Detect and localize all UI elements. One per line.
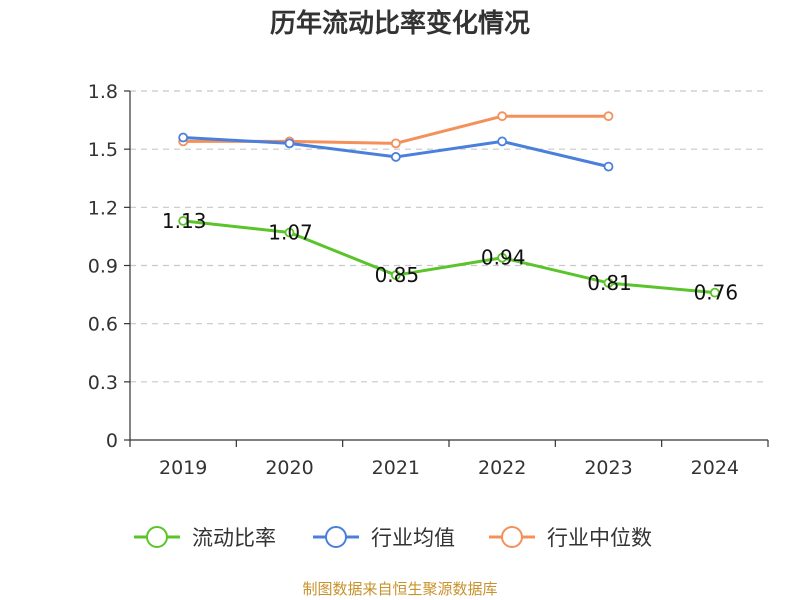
data-point[interactable] <box>497 136 508 147</box>
y-tick-label: 0.3 <box>88 372 118 394</box>
data-label: 0.94 <box>481 246 526 270</box>
legend-marker <box>325 526 347 548</box>
series-line <box>183 219 715 295</box>
legend-label: 流动比率 <box>192 526 276 550</box>
data-point[interactable] <box>390 138 401 149</box>
legend-item[interactable]: 流动比率 <box>134 526 276 550</box>
data-point[interactable] <box>603 161 614 172</box>
x-tick-label: 2024 <box>691 457 739 479</box>
series-lines <box>178 111 720 298</box>
data-label: 0.76 <box>694 281 739 305</box>
grid-lines <box>130 90 768 383</box>
legend-marker <box>501 526 523 548</box>
data-point[interactable] <box>178 132 189 143</box>
data-point[interactable] <box>497 252 508 263</box>
data-point[interactable] <box>603 111 614 122</box>
axes: 0 0.3 0.6 0.9 1.2 1.5 1.8 2019 2020 2021 2022 2023 2… <box>88 81 769 479</box>
legend[interactable]: 流动比率 行业均值 行业中位数 <box>134 526 652 550</box>
legend-label: 行业中位数 <box>547 526 652 550</box>
y-tick-label: 1.2 <box>88 197 118 219</box>
data-point[interactable] <box>178 216 189 226</box>
data-point[interactable] <box>709 287 720 298</box>
legend-item[interactable]: 行业中位数 <box>489 526 652 550</box>
y-tick-label: 0 <box>106 430 118 452</box>
x-tick-label: 2021 <box>372 457 420 479</box>
data-label: 1.13 <box>162 209 207 233</box>
x-tick-label: 2023 <box>584 457 632 479</box>
data-label: 0.85 <box>375 263 420 287</box>
y-tick-label: 0.6 <box>88 314 118 336</box>
data-point[interactable] <box>497 111 508 122</box>
data-point[interactable] <box>284 227 295 238</box>
chart-title: 历年流动比率变化情况 <box>269 9 530 39</box>
y-tick-label: 1.8 <box>88 81 118 103</box>
data-point[interactable] <box>390 152 401 162</box>
legend-label: 行业均值 <box>371 526 455 550</box>
data-label: 0.81 <box>587 271 632 295</box>
source-note: 制图数据来自恒生聚源数据库 <box>302 580 498 598</box>
data-labels: 1.13 1.07 0.85 0.94 0.81 0.76 <box>162 209 738 305</box>
legend-item[interactable]: 行业均值 <box>313 526 455 550</box>
data-point[interactable] <box>284 138 295 149</box>
data-point[interactable] <box>603 278 614 288</box>
data-point[interactable] <box>390 270 401 281</box>
y-tick-label: 1.5 <box>88 139 118 161</box>
y-tick-label: 0.9 <box>88 256 118 278</box>
x-tick-label: 2022 <box>478 457 526 479</box>
x-tick-label: 2019 <box>159 457 207 479</box>
data-label: 1.07 <box>268 221 313 245</box>
legend-marker <box>146 526 168 548</box>
x-tick-label: 2020 <box>265 457 313 479</box>
